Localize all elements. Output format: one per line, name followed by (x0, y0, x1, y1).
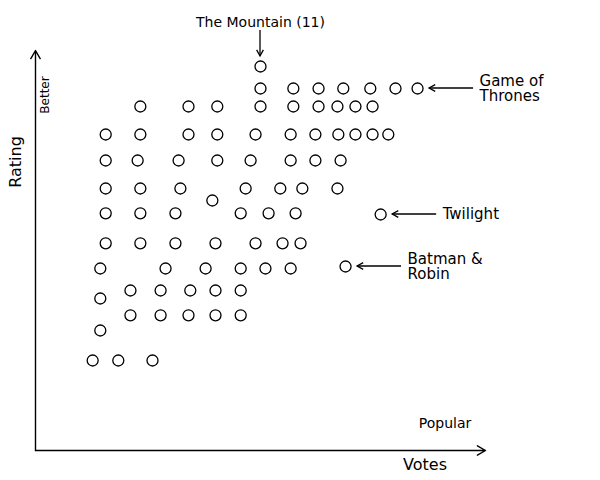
svg-text:Better: Better (38, 76, 52, 113)
svg-text:Game ofThrones: Game ofThrones (479, 72, 545, 105)
svg-text:The Mountain (11): The Mountain (11) (195, 14, 325, 30)
svg-text:Twilight: Twilight (442, 205, 499, 223)
svg-text:Popular: Popular (419, 415, 472, 431)
svg-text:Votes: Votes (403, 455, 447, 474)
svg-text:Batman &Robin: Batman &Robin (408, 250, 483, 283)
svg-text:Rating: Rating (6, 136, 25, 188)
